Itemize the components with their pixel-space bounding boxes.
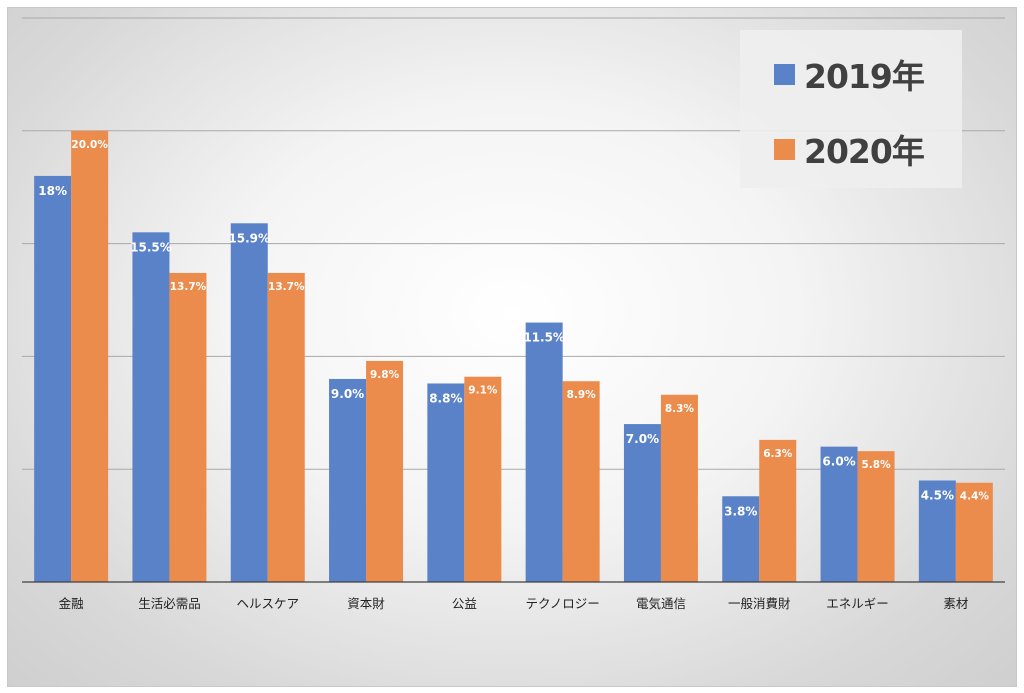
data-label: 6.0% xyxy=(822,455,855,469)
x-tick-label: 生活必需品 xyxy=(138,596,201,611)
legend-label-2019: 2019年 xyxy=(804,57,925,96)
bar-2019 xyxy=(230,223,268,582)
data-label: 11.5% xyxy=(523,331,565,345)
legend-swatch-2019 xyxy=(774,63,795,85)
data-label: 8.9% xyxy=(567,389,597,401)
bar-2020 xyxy=(169,272,207,582)
data-label: 13.7% xyxy=(268,281,305,293)
data-label: 5.8% xyxy=(861,459,891,471)
bar-2019 xyxy=(525,322,563,582)
data-label: 4.5% xyxy=(921,488,954,502)
x-tick-label: 素材 xyxy=(943,596,968,611)
data-label: 20.0% xyxy=(71,139,108,151)
bar-2020 xyxy=(71,130,109,583)
bar-2020 xyxy=(857,451,895,582)
bar-2020 xyxy=(464,376,502,582)
bar-2020 xyxy=(267,272,305,582)
bar-2020 xyxy=(759,439,797,582)
bar-2019 xyxy=(329,378,367,582)
data-label: 6.3% xyxy=(763,448,793,460)
data-label: 7.0% xyxy=(626,432,659,446)
bar-2020 xyxy=(660,394,698,582)
x-tick-label: 一般消費財 xyxy=(728,596,791,611)
data-label: 9.0% xyxy=(331,387,364,401)
bar-2020 xyxy=(955,482,993,582)
data-label: 13.7% xyxy=(170,281,207,293)
data-label: 18% xyxy=(38,184,67,198)
bar-2020 xyxy=(562,381,600,582)
x-tick-label: 電気通信 xyxy=(636,596,686,611)
data-label: 4.4% xyxy=(960,491,990,503)
data-label: 8.3% xyxy=(665,403,695,415)
bar-2020 xyxy=(366,360,404,582)
legend-item-2019: 2019年 xyxy=(774,54,925,96)
legend-label-2020: 2020年 xyxy=(804,132,925,171)
data-label: 15.9% xyxy=(228,231,270,245)
x-tick-label: エネルギー xyxy=(826,596,889,611)
data-label: 9.8% xyxy=(370,369,400,381)
bar-2019 xyxy=(918,480,956,582)
x-tick-label: 金融 xyxy=(59,596,85,611)
data-label: 3.8% xyxy=(724,504,757,518)
data-label: 9.1% xyxy=(468,385,498,397)
x-tick-label: テクノロジー xyxy=(526,596,600,611)
data-label: 15.5% xyxy=(130,240,172,254)
x-tick-label: 公益 xyxy=(452,596,477,611)
bar-2019 xyxy=(427,383,465,582)
bar-2019 xyxy=(722,496,760,582)
bar-2019 xyxy=(34,175,72,583)
legend: 2019年 2020年 xyxy=(740,30,962,188)
bar-2019 xyxy=(132,232,170,582)
x-tick-label: 資本財 xyxy=(347,596,385,611)
x-tick-label: ヘルスケア xyxy=(236,596,299,611)
bar-2019 xyxy=(623,424,661,582)
bar-2019 xyxy=(820,446,858,582)
legend-swatch-2020 xyxy=(774,138,795,160)
data-label: 8.8% xyxy=(429,391,462,405)
legend-item-2020: 2020年 xyxy=(774,129,925,171)
